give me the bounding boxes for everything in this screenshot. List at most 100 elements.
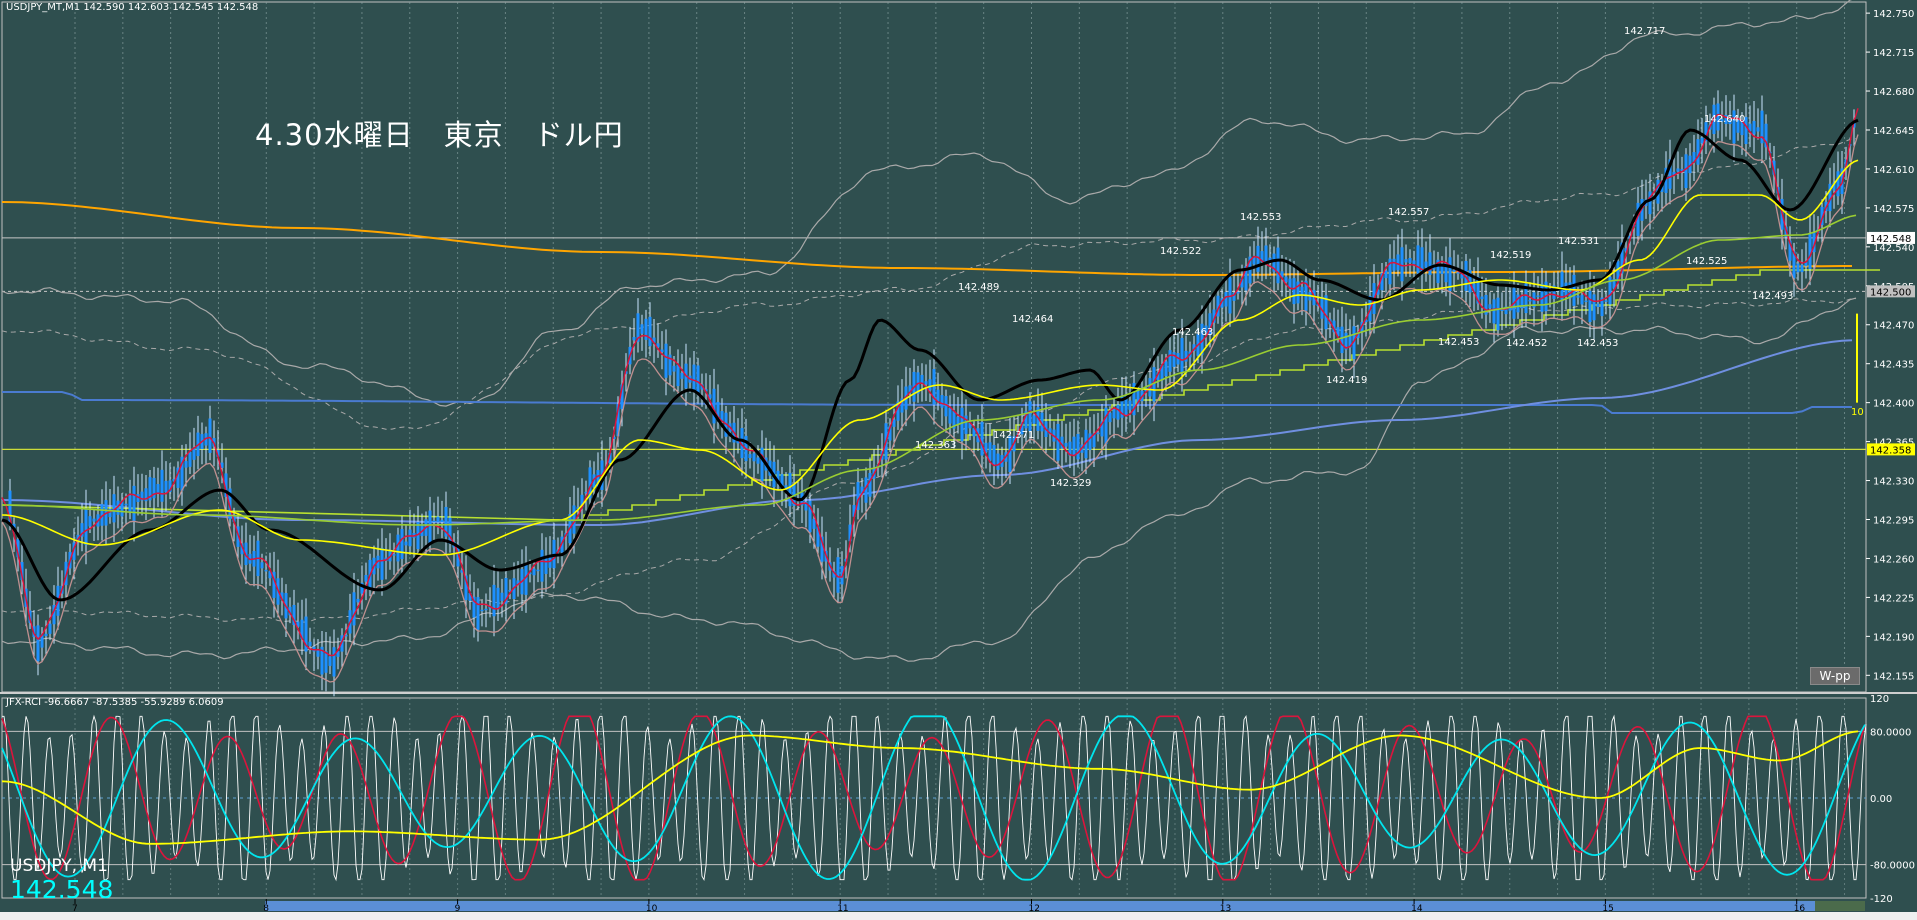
candle (1076, 433, 1080, 460)
candle (416, 522, 420, 550)
rci-tick-label: -80.0000 (1870, 861, 1915, 872)
rci-tick-label: 120 (1870, 694, 1889, 705)
candle (1812, 232, 1816, 253)
time-tick-label: 13 (1220, 904, 1231, 914)
price-tick-label: 142.330 (1873, 477, 1914, 488)
swing-point-label: 142.553 (1240, 212, 1281, 223)
candle (480, 609, 484, 612)
candle (288, 606, 292, 616)
candle (1672, 171, 1676, 176)
candle (1648, 191, 1652, 215)
candle (1388, 258, 1392, 285)
candle (948, 407, 952, 424)
price-tick-label: 142.575 (1873, 204, 1914, 215)
candle (1232, 292, 1236, 301)
time-tick-label: 12 (1029, 904, 1040, 914)
candle (1480, 296, 1484, 300)
candle (460, 570, 464, 573)
ma-green (2, 214, 1857, 526)
w-pp-price-tag (1867, 285, 1915, 298)
price-tick-label: 142.225 (1873, 593, 1914, 604)
candle (360, 582, 364, 594)
candle (324, 651, 328, 673)
candle (432, 520, 436, 523)
candle (1024, 411, 1028, 429)
candle (692, 364, 696, 391)
candle (868, 472, 872, 497)
candle (1444, 262, 1448, 283)
support-price-tag (1867, 443, 1915, 456)
candle (144, 488, 148, 502)
candle (960, 407, 964, 442)
candle (1736, 119, 1740, 133)
candle (496, 587, 500, 610)
swing-point-label: 142.717 (1624, 26, 1665, 37)
range-marker-label: 10 (1851, 407, 1864, 418)
candle (116, 500, 120, 515)
candle (1276, 247, 1280, 284)
candle (696, 365, 700, 394)
candle (1164, 361, 1168, 377)
candle (1496, 297, 1500, 330)
candle (1476, 276, 1480, 304)
candle (1832, 182, 1836, 191)
ma-brown (1, 134, 1859, 683)
candle (128, 495, 132, 513)
symbol-label: USDJPY, M1 (10, 856, 108, 876)
candle (1092, 433, 1096, 448)
swing-labels: 142.363 142.489 142.464 142.371 142.329 142.5… (915, 26, 1793, 489)
candle (484, 608, 488, 611)
candle (776, 470, 780, 481)
candle (708, 394, 712, 399)
candle (80, 523, 84, 537)
candle (1408, 258, 1412, 263)
candle (1072, 436, 1076, 457)
candle (632, 337, 636, 341)
candle (1404, 259, 1408, 263)
time-tick-label: 11 (837, 904, 848, 914)
swing-point-label: 142.493 (1752, 291, 1793, 302)
candle (1720, 119, 1724, 122)
price-tick-label: 142.610 (1873, 165, 1914, 176)
rci-panel: 120 80.0000 0.00 -80.0000 -120 (1, 694, 1915, 905)
candle (396, 534, 400, 562)
candle (292, 604, 296, 625)
support-price-tag-text: 142.358 (1870, 445, 1911, 456)
candle (1136, 390, 1140, 405)
candle (1020, 422, 1024, 435)
candle (508, 589, 512, 592)
candle (932, 369, 936, 405)
price-tick-label: 142.715 (1873, 48, 1914, 59)
candle (1264, 245, 1268, 265)
candle (652, 337, 656, 343)
candle (1716, 103, 1720, 131)
candle (260, 562, 264, 569)
candle (1456, 272, 1460, 274)
candle (420, 524, 424, 537)
candle (1100, 421, 1104, 437)
candle (780, 474, 784, 489)
candle (536, 569, 540, 572)
time-tick-label: 14 (1411, 904, 1423, 914)
candle (540, 549, 544, 582)
candle (900, 398, 904, 413)
candle (448, 517, 452, 544)
candle (436, 516, 440, 523)
chart-title: 4.30水曜日 東京 ドル円 (255, 118, 624, 152)
candle (160, 469, 164, 502)
candle (380, 547, 384, 580)
rci-red-line (1, 715, 1866, 881)
swing-point-label: 142.464 (1012, 314, 1053, 325)
w-pp-price-tag-text: 142.500 (1870, 287, 1911, 298)
candle (124, 503, 128, 506)
w-pp-button[interactable]: W-pp (1810, 667, 1860, 685)
candle (712, 388, 716, 424)
candle (1624, 248, 1628, 252)
candle (1120, 396, 1124, 418)
candle (848, 524, 852, 542)
candle (268, 571, 272, 579)
candle (1312, 290, 1316, 306)
candle (1152, 367, 1156, 402)
candle (936, 389, 940, 402)
